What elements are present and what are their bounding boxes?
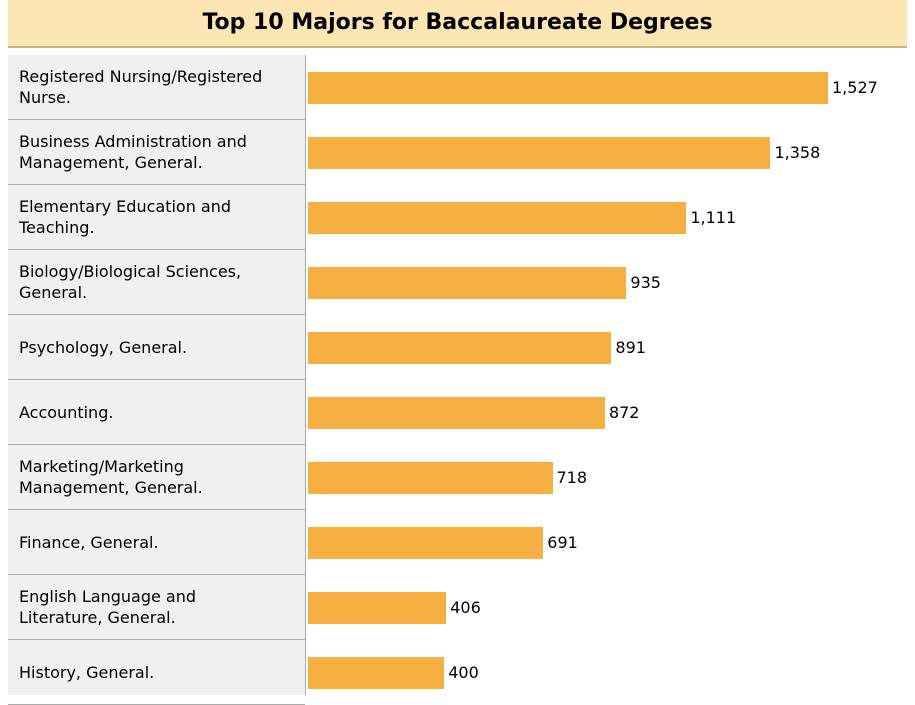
category-label: Business Administration and Management, … bbox=[19, 132, 247, 172]
category-label: Marketing/Marketing Management, General. bbox=[19, 457, 203, 497]
bar bbox=[308, 332, 612, 364]
value-label: 718 bbox=[556, 468, 588, 487]
category-label: Accounting. bbox=[19, 402, 114, 422]
category-row: Finance, General. bbox=[8, 510, 305, 575]
bar bbox=[308, 267, 627, 299]
category-row: Accounting. bbox=[8, 380, 305, 445]
category-label: Registered Nursing/Registered Nurse. bbox=[19, 67, 263, 107]
value-label: 1,358 bbox=[774, 143, 821, 162]
category-label: History, General. bbox=[19, 662, 155, 682]
category-row: Marketing/Marketing Management, General. bbox=[8, 445, 305, 510]
bar bbox=[308, 592, 447, 624]
category-label: Biology/Biological Sciences, General. bbox=[19, 262, 242, 302]
value-label: 872 bbox=[608, 403, 640, 422]
value-label: 891 bbox=[615, 338, 646, 357]
value-label: 1,111 bbox=[690, 208, 737, 227]
bar bbox=[308, 527, 544, 559]
page: Top 10 Majors for Baccalaureate Degrees … bbox=[8, 0, 907, 705]
value-label: 400 bbox=[448, 663, 479, 682]
category-row: Business Administration and Management, … bbox=[8, 120, 305, 185]
category-row: History, General. bbox=[8, 640, 305, 705]
bar bbox=[308, 657, 445, 689]
category-row: Elementary Education and Teaching. bbox=[8, 185, 305, 250]
label-column bbox=[8, 55, 306, 695]
category-row: Psychology, General. bbox=[8, 315, 305, 380]
category-label: Elementary Education and Teaching. bbox=[19, 197, 232, 237]
category-row: English Language and Literature, General… bbox=[8, 575, 305, 640]
category-row: Biology/Biological Sciences, General. bbox=[8, 250, 305, 315]
value-label: 1,527 bbox=[832, 78, 878, 97]
value-label: 406 bbox=[450, 598, 481, 617]
bar bbox=[308, 202, 687, 234]
chart-title: Top 10 Majors for Baccalaureate Degrees bbox=[8, 0, 907, 48]
category-label: Finance, General. bbox=[19, 532, 159, 552]
value-label: 691 bbox=[547, 533, 578, 552]
value-label: 935 bbox=[630, 273, 661, 292]
category-label: English Language and Literature, General… bbox=[19, 587, 197, 627]
bar bbox=[308, 462, 553, 494]
bar bbox=[308, 72, 828, 104]
category-label: Psychology, General. bbox=[19, 337, 188, 357]
bar bbox=[308, 397, 605, 429]
bar bbox=[308, 137, 771, 169]
category-row: Registered Nursing/Registered Nurse. bbox=[8, 55, 305, 120]
